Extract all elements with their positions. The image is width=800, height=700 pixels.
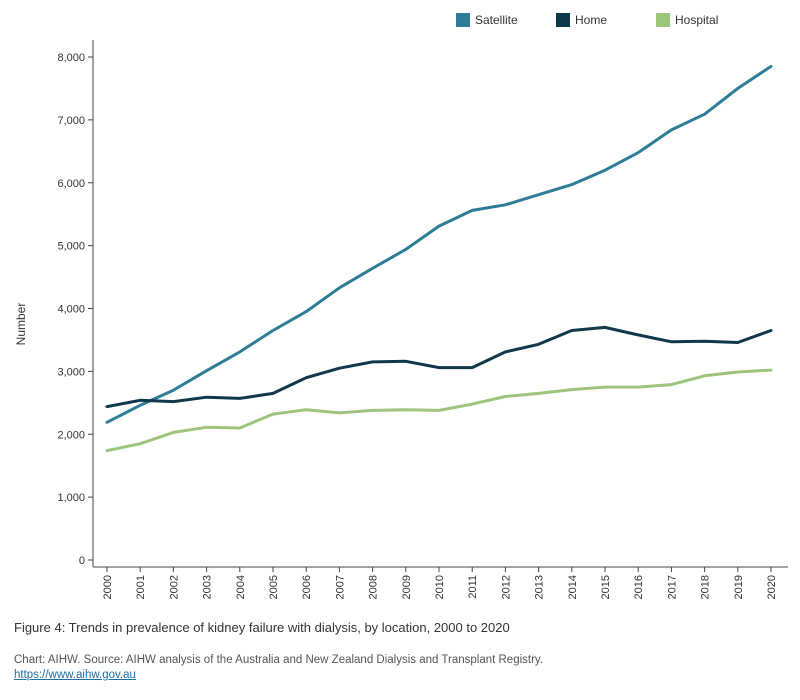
legend-swatch: [456, 13, 470, 27]
x-tick-label: 2016: [633, 575, 645, 599]
series-line-hospital: [105, 368, 773, 453]
x-tick-label: 2012: [500, 575, 512, 599]
x-tick-label: 2002: [168, 575, 180, 599]
legend-swatch: [656, 13, 670, 27]
x-tick-label: 2004: [235, 575, 247, 599]
x-tick-label: 2000: [102, 575, 114, 599]
series-line-satellite: [105, 64, 773, 424]
x-tick-label: 2007: [334, 575, 346, 599]
x-tick-label: 2018: [700, 575, 712, 599]
x-tick-label: 2001: [135, 575, 147, 599]
source-note: Chart: AIHW. Source: AIHW analysis of th…: [14, 654, 544, 666]
line-chart: 0 1,000 2,000 3,000 4,000 5,000 6,000 7,000 8,00…: [14, 40, 788, 599]
x-tick-label: 2020: [766, 575, 778, 599]
x-tick-label: 2009: [401, 575, 413, 599]
y-axis-title: Number: [14, 303, 28, 346]
legend-swatch: [556, 13, 570, 27]
x-tick-label: 2008: [368, 575, 380, 599]
x-tick-label: 2006: [301, 575, 313, 599]
y-tick-label: 3,000: [57, 366, 85, 378]
source-link[interactable]: https://www.aihw.gov.au: [14, 669, 136, 681]
legend-item-hospital[interactable]: Hospital: [656, 13, 736, 27]
axes: 0 1,000 2,000 3,000 4,000 5,000 6,000 7,000 8,00…: [57, 40, 788, 599]
legend-label: Hospital: [675, 13, 719, 27]
y-tick-label: 4,000: [57, 304, 85, 316]
y-tick-label: 5,000: [57, 241, 85, 253]
legend-item-home[interactable]: Home: [556, 13, 656, 27]
x-tick-label: 2013: [534, 575, 546, 599]
x-tick-label: 2011: [467, 575, 479, 599]
figure-caption: Figure 4: Trends in prevalence of kidney…: [14, 620, 510, 635]
series-line-home: [105, 325, 773, 409]
x-tick-label: 2003: [202, 575, 214, 599]
y-tick-label: 0: [79, 555, 85, 567]
series-layer: [105, 64, 773, 453]
legend-item-satellite[interactable]: Satellite: [456, 13, 556, 27]
x-tick-label: 2019: [733, 575, 745, 599]
x-tick-label: 2014: [567, 575, 579, 599]
x-tick-label: 2005: [268, 575, 280, 599]
y-tick-label: 2,000: [57, 429, 85, 441]
y-tick-label: 7,000: [57, 115, 85, 127]
y-tick-label: 8,000: [57, 52, 85, 64]
x-tick-label: 2017: [666, 575, 678, 599]
legend-label: Satellite: [475, 13, 518, 27]
x-tick-label: 2010: [434, 575, 446, 599]
x-tick-label: 2015: [600, 575, 612, 599]
y-tick-label: 1,000: [57, 492, 85, 504]
legend: Satellite Home Hospital: [456, 13, 736, 27]
y-tick-label: 6,000: [57, 178, 85, 190]
legend-label: Home: [575, 13, 608, 27]
